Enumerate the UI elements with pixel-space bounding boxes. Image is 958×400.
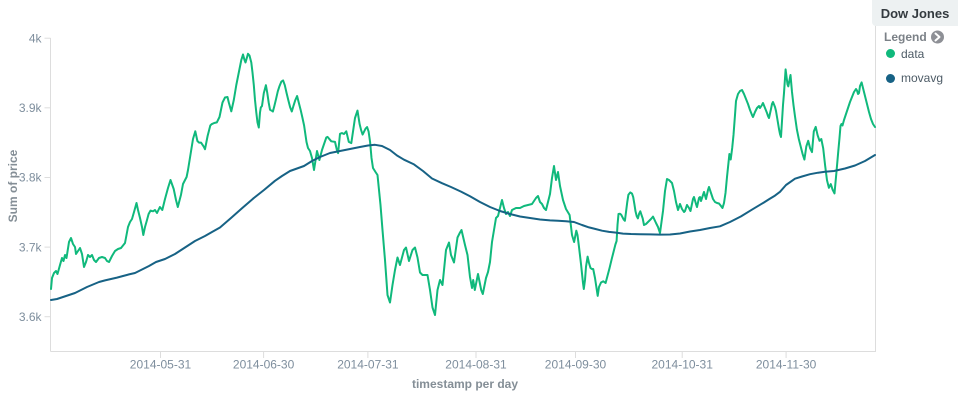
svg-text:2014-08-31: 2014-08-31 (445, 358, 507, 372)
svg-text:2014-07-31: 2014-07-31 (337, 358, 399, 372)
svg-text:3.8k: 3.8k (19, 171, 43, 185)
svg-text:timestamp per day: timestamp per day (412, 377, 518, 391)
svg-text:4k: 4k (29, 31, 43, 45)
svg-text:2014-11-30: 2014-11-30 (756, 358, 817, 372)
svg-text:2014-05-31: 2014-05-31 (130, 358, 192, 372)
svg-text:2014-06-30: 2014-06-30 (233, 358, 295, 372)
svg-text:Sum of price: Sum of price (6, 149, 20, 222)
svg-text:2014-10-31: 2014-10-31 (652, 358, 714, 372)
svg-text:3.7k: 3.7k (19, 240, 43, 254)
svg-text:2014-09-30: 2014-09-30 (545, 358, 607, 372)
svg-text:3.6k: 3.6k (19, 310, 43, 324)
svg-text:3.9k: 3.9k (19, 101, 43, 115)
